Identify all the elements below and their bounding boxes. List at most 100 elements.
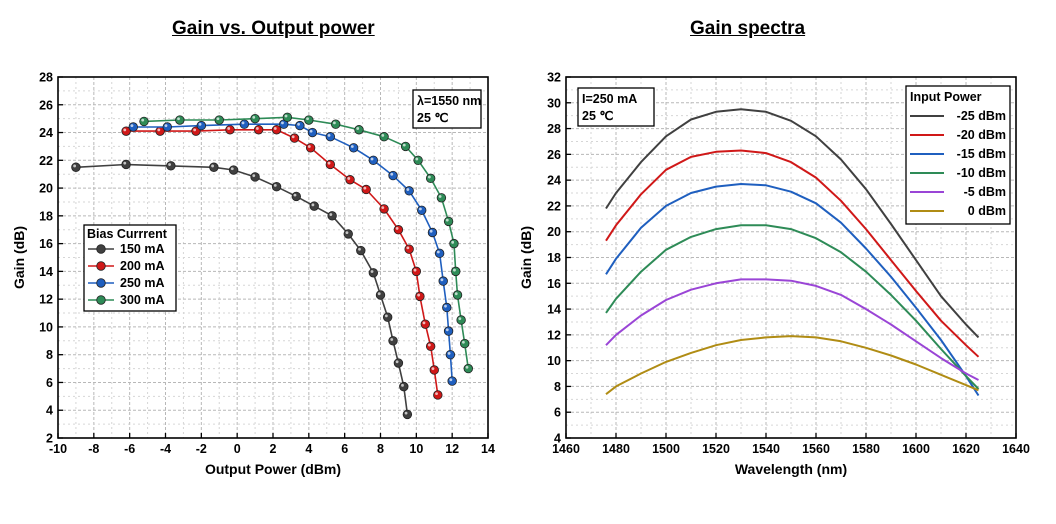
data-point-highlight bbox=[327, 134, 331, 137]
data-point-highlight bbox=[309, 129, 313, 133]
data-point-highlight bbox=[291, 135, 295, 139]
data-point-highlight bbox=[445, 218, 449, 222]
data-point-highlight bbox=[168, 163, 171, 166]
data-point-highlight bbox=[451, 240, 455, 244]
data-point-highlight bbox=[211, 164, 214, 168]
y-tick-label: 20 bbox=[39, 182, 53, 196]
y-tick-label: 6 bbox=[554, 406, 561, 420]
data-point-highlight bbox=[311, 203, 315, 207]
data-point-highlight bbox=[406, 246, 410, 250]
series-line--5-dBm bbox=[605, 278, 979, 381]
annotation-box bbox=[412, 89, 482, 129]
y-tick-label: 4 bbox=[46, 404, 53, 418]
data-point-highlight bbox=[73, 164, 77, 168]
x-tick-label: 1580 bbox=[852, 442, 880, 456]
y-tick-label: 22 bbox=[547, 199, 561, 213]
legend-title: Bias Currrent bbox=[87, 227, 168, 241]
legend-label: -20 dBm bbox=[957, 128, 1006, 142]
x-tick-label: 4 bbox=[305, 442, 312, 456]
data-point-highlight bbox=[444, 304, 447, 308]
data-point-highlight bbox=[404, 411, 408, 415]
legend-label: 250 mA bbox=[120, 276, 164, 290]
legend-label: 300 mA bbox=[120, 293, 164, 307]
x-tick-label: 1640 bbox=[1002, 442, 1030, 456]
series-line--15-dBm bbox=[605, 183, 980, 397]
data-point-highlight bbox=[284, 114, 288, 118]
data-point-highlight bbox=[406, 188, 410, 191]
x-tick-label: 14 bbox=[481, 442, 495, 456]
x-tick-label: 2 bbox=[270, 442, 277, 456]
x-tick-label: 1460 bbox=[552, 442, 580, 456]
x-tick-label: -2 bbox=[196, 442, 207, 456]
data-point-highlight bbox=[454, 292, 458, 296]
y-tick-label: 20 bbox=[547, 225, 561, 239]
data-point-highlight bbox=[395, 227, 399, 230]
annotation-text: λ=1550 nm bbox=[417, 94, 481, 108]
data-point-highlight bbox=[370, 157, 374, 161]
data-point-highlight bbox=[458, 317, 462, 321]
data-point-highlight bbox=[401, 383, 404, 387]
data-point-highlight bbox=[273, 183, 277, 187]
data-point-highlight bbox=[177, 117, 180, 121]
data-point-highlight bbox=[370, 270, 374, 273]
x-tick-label: -4 bbox=[160, 442, 171, 456]
x-tick-label: -6 bbox=[124, 442, 135, 456]
y-tick-label: 6 bbox=[46, 376, 53, 390]
data-point-highlight bbox=[395, 360, 399, 364]
data-point-highlight bbox=[422, 321, 426, 325]
x-tick-label: 1500 bbox=[652, 442, 680, 456]
y-tick-label: 26 bbox=[39, 98, 53, 112]
data-point-highlight bbox=[431, 367, 435, 371]
series-line-0-dBm bbox=[605, 335, 979, 395]
x-tick-label: 8 bbox=[377, 442, 384, 456]
y-tick-label: 32 bbox=[547, 71, 561, 85]
y-tick-label: 10 bbox=[39, 320, 53, 334]
data-point-highlight bbox=[252, 174, 256, 178]
data-point-highlight bbox=[230, 167, 234, 171]
data-point-highlight bbox=[356, 127, 360, 130]
data-point-highlight bbox=[381, 134, 385, 137]
annotation-text: 25 ℃ bbox=[417, 111, 448, 125]
data-point-highlight bbox=[255, 127, 259, 130]
y-tick-label: 14 bbox=[547, 303, 561, 317]
data-point-highlight bbox=[427, 343, 431, 347]
data-point-highlight bbox=[438, 195, 442, 198]
x-tick-label: -10 bbox=[49, 442, 67, 456]
series-line--20-dBm bbox=[605, 149, 980, 358]
annotation-box bbox=[577, 87, 655, 127]
data-point-highlight bbox=[363, 186, 367, 190]
x-tick-label: 10 bbox=[409, 442, 423, 456]
x-tick-label: 1620 bbox=[952, 442, 980, 456]
y-tick-label: 24 bbox=[547, 174, 561, 188]
data-point-highlight bbox=[445, 328, 449, 332]
x-tick-label: 1560 bbox=[802, 442, 830, 456]
chart-title-gain-spectra: Gain spectra bbox=[690, 18, 806, 39]
x-tick-label: 0 bbox=[234, 442, 241, 456]
x-tick-label: 1600 bbox=[902, 442, 930, 456]
data-point-highlight bbox=[157, 128, 161, 132]
y-tick-label: 12 bbox=[547, 328, 561, 342]
data-point-highlight bbox=[141, 118, 145, 122]
data-point-highlight bbox=[436, 250, 440, 254]
legend-label: -5 dBm bbox=[964, 185, 1006, 199]
x-tick-label: -8 bbox=[88, 442, 99, 456]
y-tick-label: 4 bbox=[554, 432, 561, 446]
data-point-highlight bbox=[345, 231, 349, 234]
data-point-highlight bbox=[429, 229, 433, 233]
data-point-highlight bbox=[281, 121, 284, 125]
data-point-highlight bbox=[273, 127, 277, 130]
data-point-highlight bbox=[193, 128, 197, 132]
x-tick-label: 1520 bbox=[702, 442, 730, 456]
x-tick-label: 1480 bbox=[602, 442, 630, 456]
data-point-highlight bbox=[447, 351, 451, 355]
data-point-highlight bbox=[123, 128, 127, 132]
series-line--10-dBm bbox=[605, 224, 980, 390]
data-point-highlight bbox=[453, 268, 456, 272]
data-point-highlight bbox=[415, 157, 419, 161]
y-tick-label: 2 bbox=[46, 432, 53, 446]
data-point-highlight bbox=[413, 268, 417, 272]
y-tick-label: 28 bbox=[547, 122, 561, 136]
data-point-highlight bbox=[465, 365, 469, 369]
series-line-200-mA bbox=[126, 129, 439, 396]
data-point-highlight bbox=[164, 124, 168, 128]
